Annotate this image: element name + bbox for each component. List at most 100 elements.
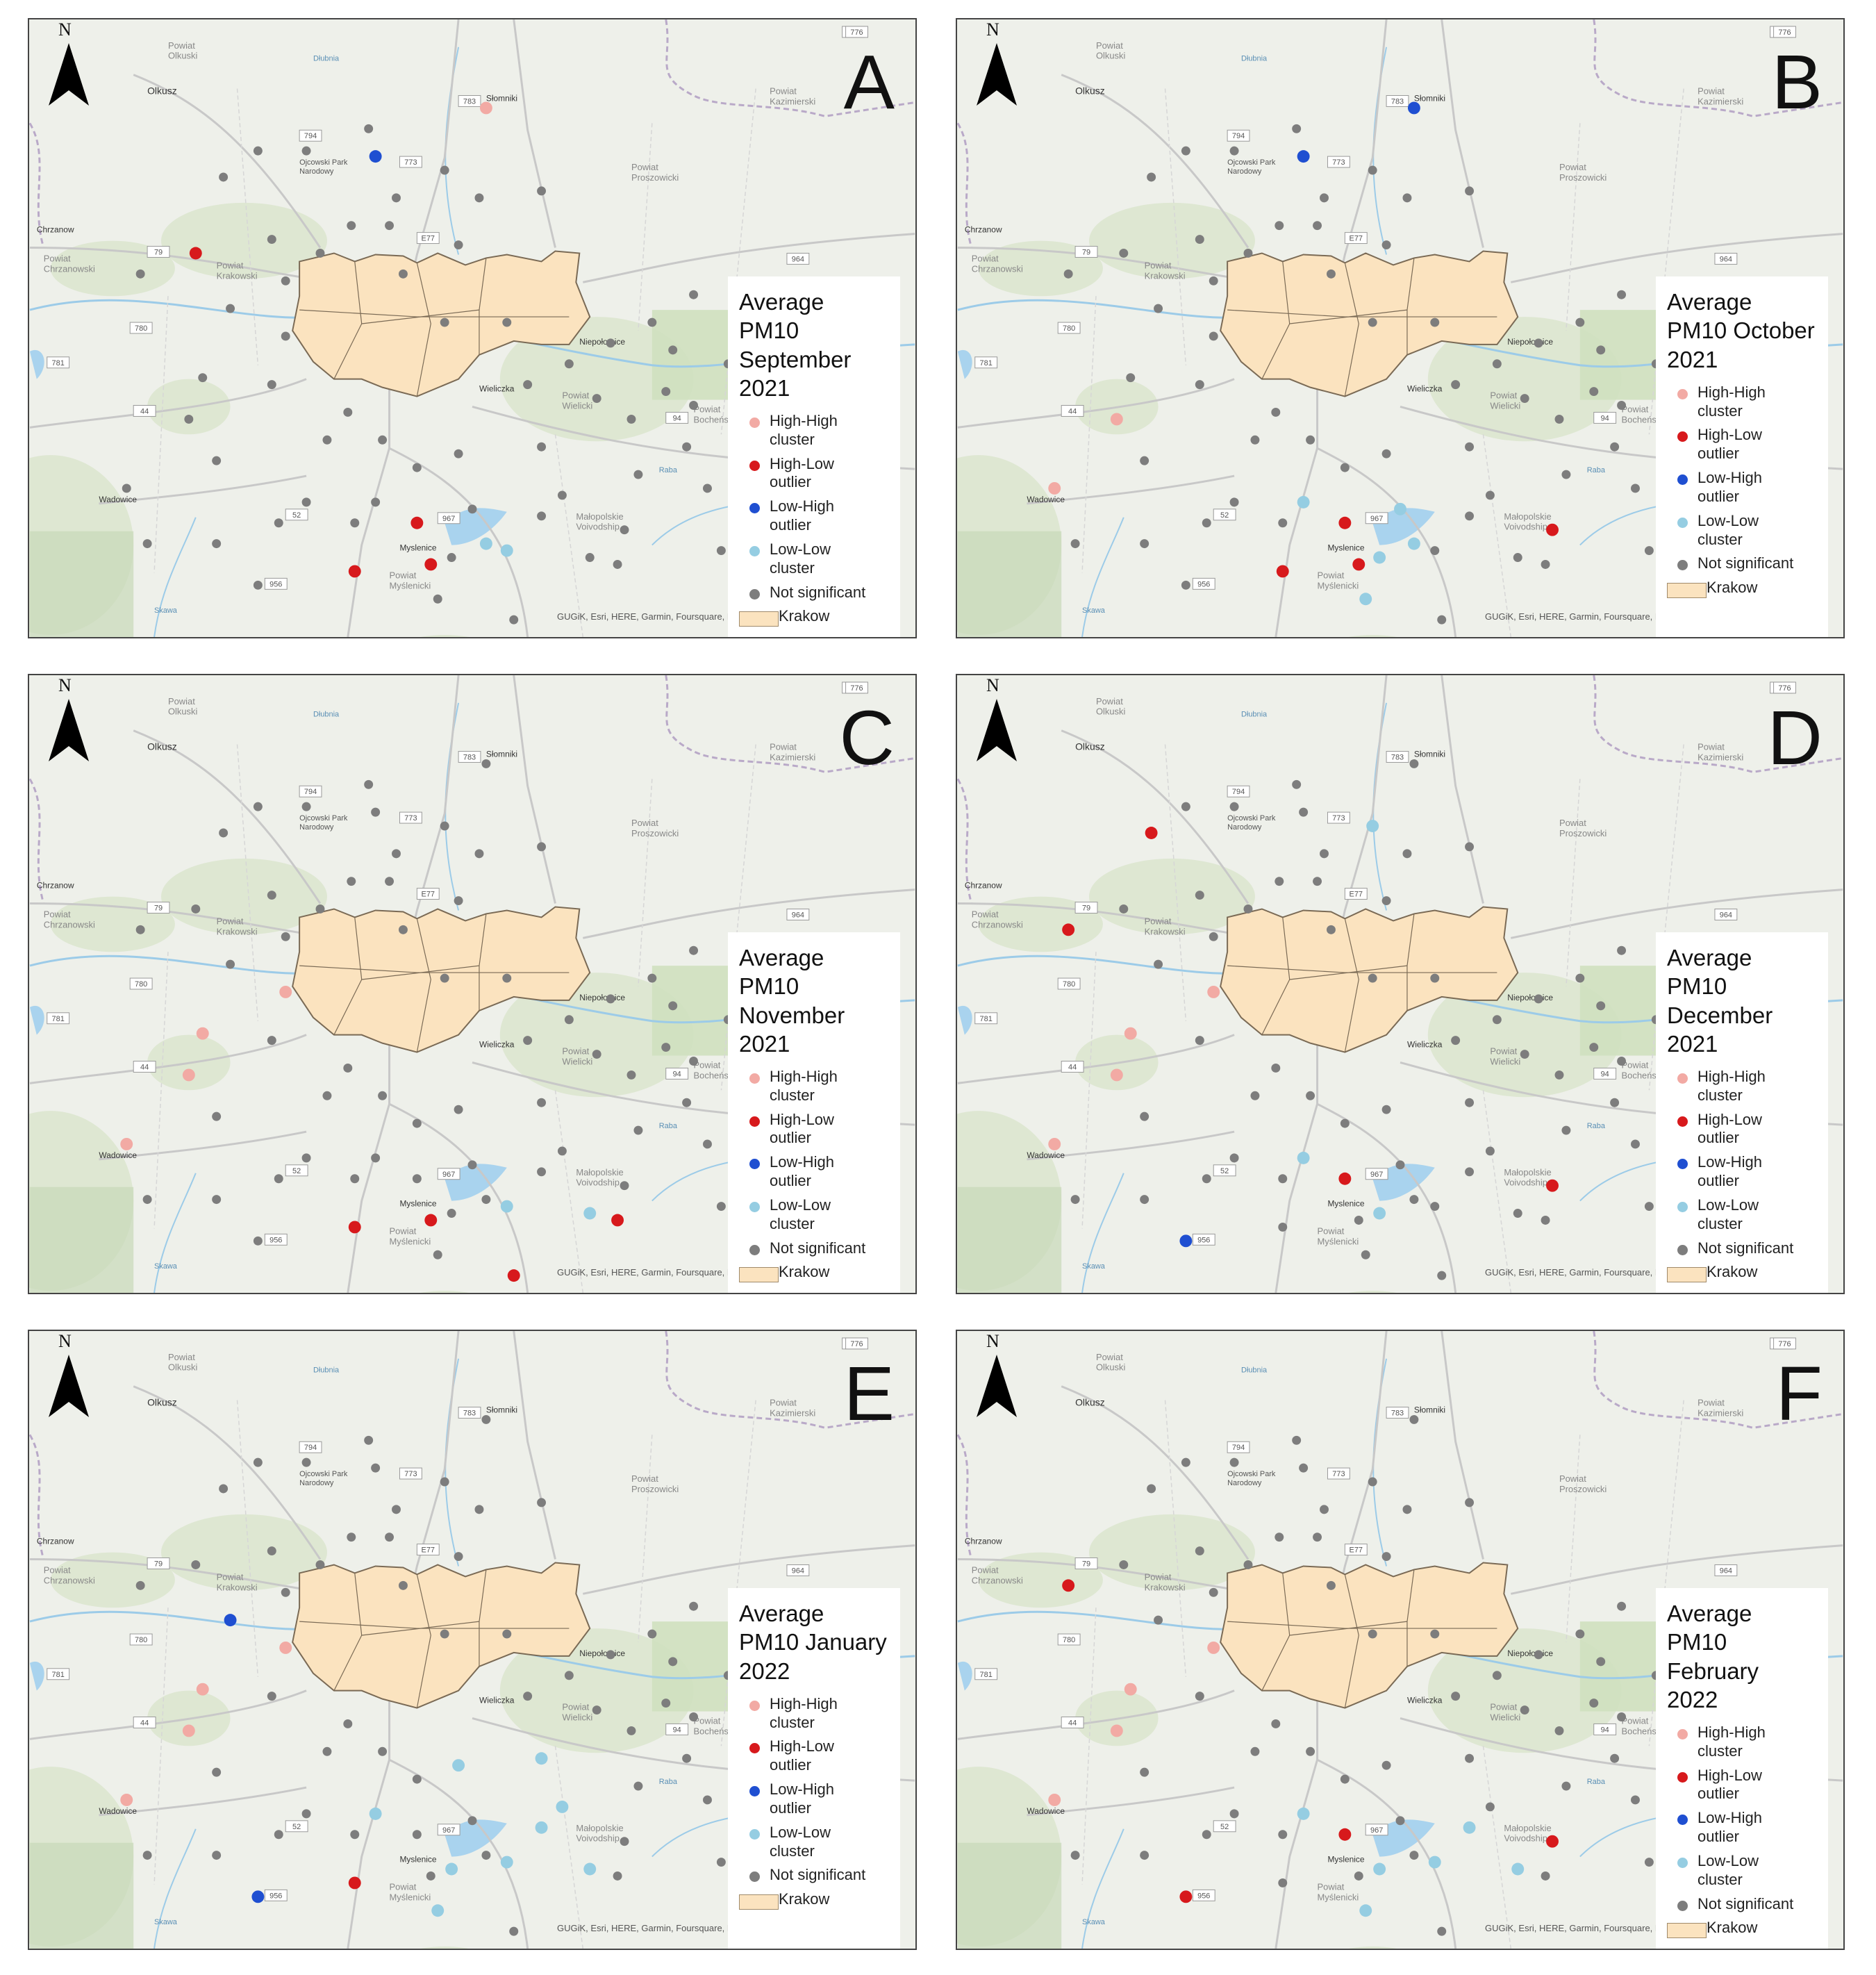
station-not-significant [1465,511,1475,521]
place-label-malopolskie: Małopolskie Voivodship [576,1167,623,1188]
svg-text:773: 773 [404,1470,417,1478]
road [957,247,1263,283]
station-not-significant [1140,1195,1149,1205]
district-boundary [479,1569,487,1667]
station-not-significant [392,1505,401,1514]
station-not-significant [1140,1851,1149,1860]
place-label-chrzanow: Chrzanow [37,225,74,235]
voivodship-boundary-west [29,1434,45,1560]
station-not-significant [1229,497,1239,507]
legend-item-high-low: High-Low outlier [739,455,889,493]
station-not-significant [1195,1546,1204,1556]
station-not-significant [626,1726,636,1735]
forest-area [1427,317,1622,442]
station-not-significant [1250,435,1260,445]
station-not-significant [1520,394,1529,404]
reservoir-water [1372,1164,1435,1201]
place-label-olkusz: Olkusz [147,741,177,752]
station-not-significant [1610,442,1620,452]
place-label-pow_kazimierski: Powiat Kazimierski [770,1398,815,1419]
station-not-significant [1368,317,1377,327]
station-not-significant [523,1036,533,1046]
station-not-significant [668,1001,678,1011]
legend-label: Low-High outlier [770,1153,834,1190]
forest-area [978,240,1103,297]
road-shield: E77 [416,232,440,245]
local-road [720,1400,756,1746]
station-not-significant [1181,1457,1190,1467]
road [1027,1130,1235,1161]
road-shield: 44 [133,1717,156,1728]
svg-text:781: 781 [52,1671,65,1679]
local-road [1566,779,1581,987]
station-not-significant [398,925,408,934]
station-not-significant [1437,615,1447,625]
station-not-significant [1617,945,1627,955]
station-not-significant [440,973,449,983]
station-not-significant [1554,414,1564,424]
station-not-significant [301,802,311,811]
station-low-low [500,1856,513,1869]
local-road [1164,88,1187,365]
station-not-significant [564,359,574,369]
station-high-high [1048,482,1061,495]
station-low-low [535,1752,548,1765]
place-label-pow_bochenski: Powiat Bocheński [1622,1059,1663,1080]
station-not-significant [371,497,381,507]
road [957,902,1263,939]
station-low-low [1463,1821,1476,1834]
place-label-pow_olkuski: Powiat Olkuski [168,1352,197,1373]
legend-dot-high-high [749,1700,760,1711]
station-not-significant [1485,1802,1495,1812]
place-label-ojcowski: Ojcowski Park Narodowy [299,814,348,832]
road-shield: 773 [1327,1467,1350,1480]
svg-text:794: 794 [1232,1444,1245,1452]
station-not-significant [1492,359,1502,369]
place-label-olkusz: Olkusz [1075,85,1105,97]
road [582,233,915,283]
road-shield: 79 [1074,902,1098,914]
road-shield: 956 [1192,577,1215,590]
station-not-significant [592,1705,601,1715]
niepolomice-forest [651,310,736,400]
road [957,1689,1235,1740]
station-not-significant [1617,1601,1627,1611]
station-not-significant [1381,1760,1391,1770]
legend-dot-high-low [1677,431,1688,443]
road-shield: 964 [786,908,810,920]
station-not-significant [1243,1560,1253,1569]
place-label-pow_krakowski: Powiat Krakowski [217,1571,258,1592]
legend-item-low-high: Low-High outlier [739,1780,889,1818]
svg-text:783: 783 [463,1409,476,1417]
station-not-significant [1229,1153,1239,1163]
mountain-terrain [29,1187,134,1293]
station-not-significant [689,1601,699,1611]
station-not-significant [1271,407,1281,417]
station-not-significant [703,1139,712,1149]
svg-text:794: 794 [304,1444,317,1452]
legend-item-high-low: High-Low outlier [1667,1767,1817,1804]
legend-item-high-low: High-Low outlier [739,1737,889,1775]
place-label-pow_wielicki: Powiat Wielicki [1490,390,1520,411]
station-not-significant [1465,1167,1475,1177]
place-label-niepolomice: Niepołomice [1507,337,1553,347]
place-label-pow_myslenicki: Powiat Myślenicki [1318,1225,1359,1246]
legend-label: High-Low outlier [1697,1110,1762,1147]
place-label-pow_proszowicki: Powiat Proszowicki [1559,162,1607,183]
legend-label: Not significant [770,1239,866,1257]
station-high-high [182,1068,195,1082]
legend-item-low-low: Low-Low cluster [1667,1852,1817,1890]
station-not-significant [1147,1484,1156,1494]
district-boundary [361,309,480,324]
station-not-significant [537,442,547,452]
station-not-significant [620,1181,629,1191]
legend-item-low-low: Low-Low cluster [739,540,889,578]
station-not-significant [1154,1615,1163,1625]
station-not-significant [1465,186,1475,196]
station-not-significant [509,615,519,625]
legend-label: High-Low outlier [770,1737,834,1774]
place-label-niepolomice: Niepołomice [1507,993,1553,1002]
legend-title: Average PM10 November 2021 [739,945,845,1057]
place-label-niepolomice: Niepołomice [1507,1648,1553,1658]
road-shield: 79 [147,902,170,914]
